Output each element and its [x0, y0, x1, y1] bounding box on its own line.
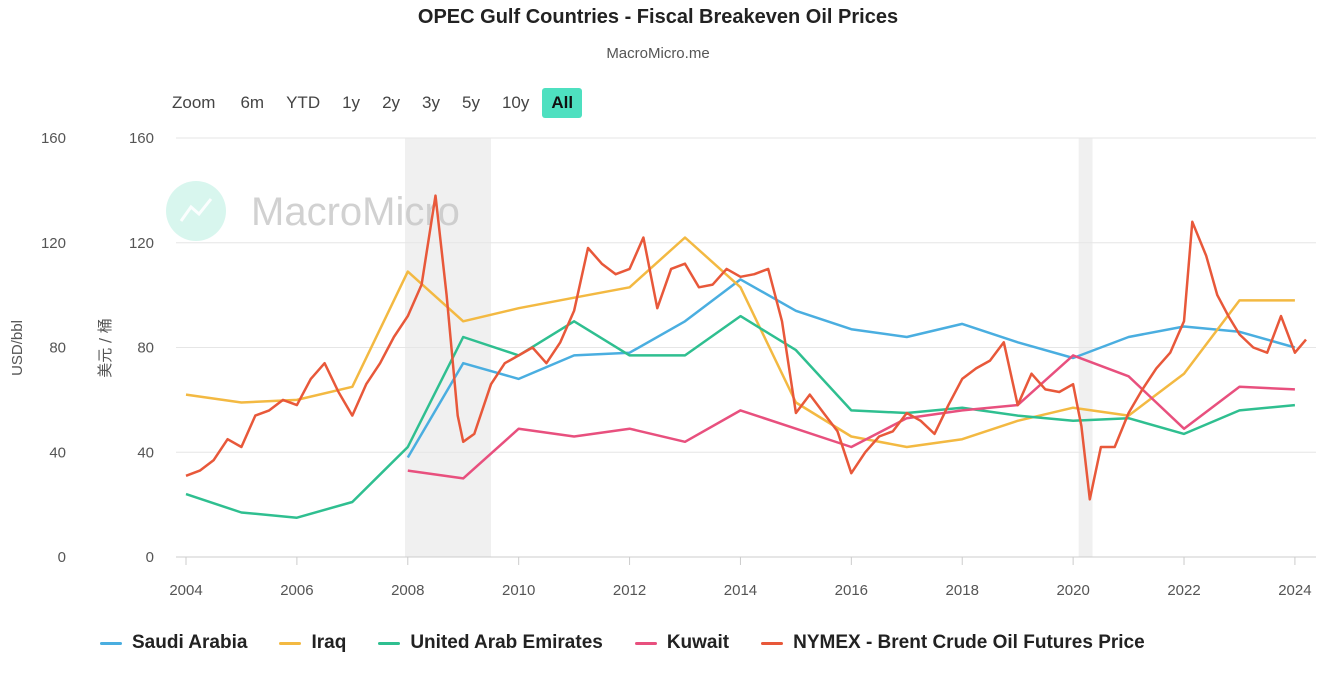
zoom-label: Zoom [172, 93, 216, 112]
y-tick-label-right: 160 [129, 130, 154, 147]
watermark-text: MacroMicro [251, 190, 460, 234]
x-tick-label: 2018 [946, 582, 979, 599]
y-tick-label-left: 40 [49, 444, 66, 461]
y-axis-left-unit: USD/bbl [9, 320, 26, 376]
grid-lines [176, 137, 1316, 558]
y-tick-label-left: 80 [49, 340, 66, 357]
x-tick-label: 2022 [1167, 582, 1200, 599]
zoom-button-2y[interactable]: 2y [382, 93, 401, 112]
legend-swatch [100, 641, 122, 645]
y-tick-label-left: 160 [41, 130, 66, 147]
zoom-button-all[interactable]: All [542, 88, 583, 118]
legend-item-brent[interactable]: NYMEX - Brent Crude Oil Futures Price [761, 632, 1145, 654]
x-tick-label: 2010 [502, 582, 535, 599]
watermark: MacroMicro [166, 181, 460, 241]
zoom-button-10y[interactable]: 10y [501, 93, 530, 112]
legend-swatch [279, 641, 302, 645]
x-tick-label: 2004 [169, 582, 202, 599]
legend-swatch [378, 641, 401, 645]
chart-subtitle: MacroMicro.me [606, 45, 710, 62]
zoom-button-ytd[interactable]: YTD [286, 93, 321, 112]
zoom-bar: Zoom 6m YTD 1y 2y 3y 5y 10y All [172, 87, 586, 119]
legend: Saudi Arabia Iraq United Arab Emirates K… [100, 632, 1177, 654]
y-axis-right: 0 40 80 120 160 [129, 130, 154, 566]
legend-label: NYMEX - Brent Crude Oil Futures Price [793, 632, 1145, 653]
legend-item-uae[interactable]: United Arab Emirates [378, 632, 603, 654]
series-line-saudi-arabia [406, 278, 1296, 459]
series-lines [185, 194, 1307, 519]
zoom-button-1y[interactable]: 1y [342, 93, 361, 112]
x-axis: 2004 2006 2008 2010 2012 2014 2016 2018 2020 2022… [169, 557, 1312, 599]
zoom-button-3y[interactable]: 3y [422, 93, 440, 112]
legend-label: Kuwait [666, 632, 730, 653]
legend-item-iraq[interactable]: Iraq [279, 632, 346, 654]
legend-item-saudi-arabia[interactable]: Saudi Arabia [100, 632, 247, 654]
y-tick-label-right: 0 [146, 549, 154, 566]
x-tick-label: 2020 [1056, 582, 1089, 599]
series-line-iraq [185, 236, 1295, 449]
zoom-button-6m[interactable]: 6m [240, 93, 265, 112]
chart-title: OPEC Gulf Countries - Fiscal Breakeven O… [417, 6, 899, 28]
series-line-kuwait [407, 354, 1295, 480]
legend-swatch [761, 641, 784, 645]
x-tick-label: 2024 [1278, 582, 1311, 599]
x-tick-label: 2012 [613, 582, 646, 599]
legend-item-kuwait[interactable]: Kuwait [634, 632, 730, 654]
legend-label: Iraq [311, 632, 347, 653]
watermark-logo-mark [179, 198, 213, 222]
series-line-united-arab-emirates [185, 314, 1296, 519]
y-tick-label-left: 120 [41, 235, 66, 252]
y-tick-label-right: 80 [137, 340, 154, 357]
x-tick-label: 2016 [835, 582, 868, 599]
x-tick-label: 2014 [724, 582, 757, 599]
legend-swatch [634, 641, 657, 645]
legend-label: United Arab Emirates [410, 632, 603, 653]
zoom-button-5y[interactable]: 5y [462, 93, 480, 112]
y-axis-right-unit: 美元 / 桶 [96, 318, 114, 378]
y-tick-label-right: 40 [137, 444, 154, 461]
y-tick-label-right: 120 [129, 235, 154, 252]
series-line-nymex-brent-crude-oil-futures-price [185, 194, 1307, 501]
y-axis-left: 0 40 80 120 160 [41, 130, 66, 566]
x-tick-label: 2006 [280, 582, 313, 599]
legend-label: Saudi Arabia [132, 632, 248, 653]
y-tick-label-left: 0 [58, 549, 66, 566]
x-tick-label: 2008 [391, 582, 424, 599]
